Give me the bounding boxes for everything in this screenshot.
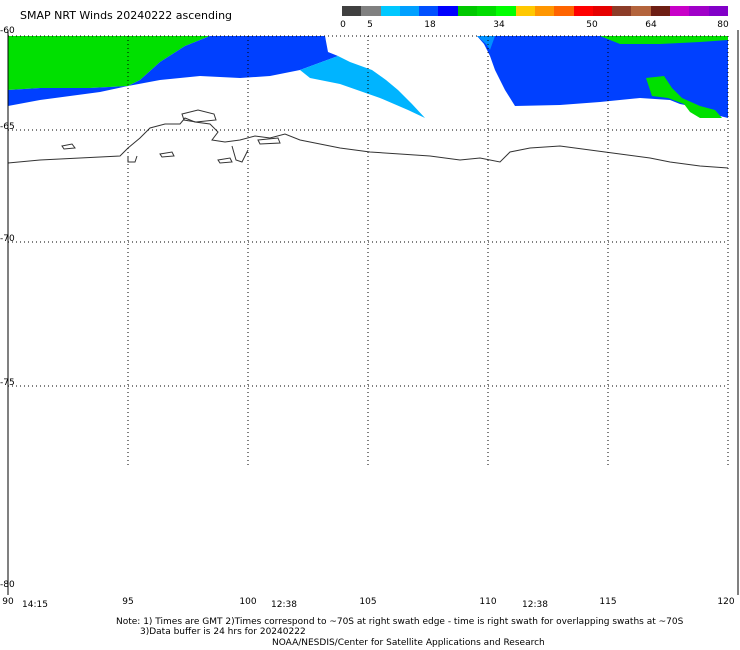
colorbar-segment	[554, 6, 574, 16]
wind-region-green	[8, 36, 210, 90]
colorbar-segment	[399, 6, 420, 16]
coastline-island	[257, 137, 281, 145]
colorbar-segment	[477, 6, 497, 16]
colorbar-segment	[342, 6, 362, 16]
colorbar-tick-label: 50	[586, 20, 598, 30]
note-line-3: NOAA/NESDIS/Center for Satellite Applica…	[272, 638, 545, 648]
colorbar-segment	[670, 6, 690, 16]
latitude-label: -65	[0, 122, 15, 132]
colorbar-segment	[534, 6, 555, 16]
colorbar-tick-label: 18	[424, 20, 436, 30]
wind-region-blue	[128, 36, 338, 86]
wind-swath-left	[8, 36, 425, 118]
map-frame	[7, 30, 739, 595]
colorbar-tick-label: 0	[340, 20, 346, 30]
swath-time-label: 14:15	[22, 600, 48, 610]
colorbar-tick-label: 34	[493, 20, 505, 30]
wind-speed-colorbar	[342, 6, 728, 16]
colorbar-segment	[457, 6, 478, 16]
longitude-label: 90	[2, 597, 14, 607]
colorbar-segment	[496, 6, 516, 16]
colorbar-segment	[689, 6, 709, 16]
coastline-inlet	[127, 155, 138, 163]
colorbar-segment	[612, 6, 632, 16]
coastline-island	[159, 151, 175, 158]
wind-region-green	[600, 36, 728, 44]
wind-region-blue-edge	[8, 86, 128, 106]
wind-region-green	[646, 76, 722, 118]
wind-swath-right	[477, 36, 728, 118]
colorbar-segment	[592, 6, 613, 16]
longitude-label: 100	[239, 597, 257, 607]
longitude-label: 110	[479, 597, 497, 607]
wind-region-light-blue	[300, 56, 425, 118]
coastline-island	[217, 157, 233, 164]
longitude-label: 95	[122, 597, 134, 607]
colorbar-tick-label: 5	[367, 20, 373, 30]
latitude-label: -70	[0, 234, 15, 244]
colorbar-segment	[361, 6, 381, 16]
map-grid	[8, 35, 729, 465]
map-title: SMAP NRT Winds 20240222 ascending	[20, 9, 233, 22]
colorbar-segment	[708, 6, 728, 16]
note-line-1: Note: 1) Times are GMT 2)Times correspon…	[116, 617, 684, 627]
colorbar-segment	[650, 6, 671, 16]
coastline-island	[181, 109, 217, 123]
coastline-inlet	[231, 145, 249, 163]
colorbar-segment	[438, 6, 458, 16]
coastline-island	[61, 143, 76, 150]
colorbar-segment	[631, 6, 651, 16]
note-line-2: 3)Data buffer is 24 hrs for 20240222	[140, 627, 306, 637]
latitude-label: -75	[0, 378, 15, 388]
colorbar-segment	[380, 6, 400, 16]
antarctic-coastline	[7, 117, 729, 169]
colorbar-tick-label: 80	[717, 20, 729, 30]
latitude-label: -60	[0, 26, 15, 36]
colorbar-segment	[573, 6, 593, 16]
colorbar-segment	[419, 6, 439, 16]
longitude-label: 115	[599, 597, 617, 607]
swath-time-label: 12:38	[522, 600, 548, 610]
colorbar-segment	[515, 6, 535, 16]
longitude-label: 105	[359, 597, 377, 607]
latitude-label: -80	[0, 580, 15, 590]
colorbar-tick-label: 64	[645, 20, 657, 30]
wind-region-light-blue	[477, 36, 495, 50]
longitude-label: 120	[717, 597, 735, 607]
swath-time-label: 12:38	[271, 600, 297, 610]
